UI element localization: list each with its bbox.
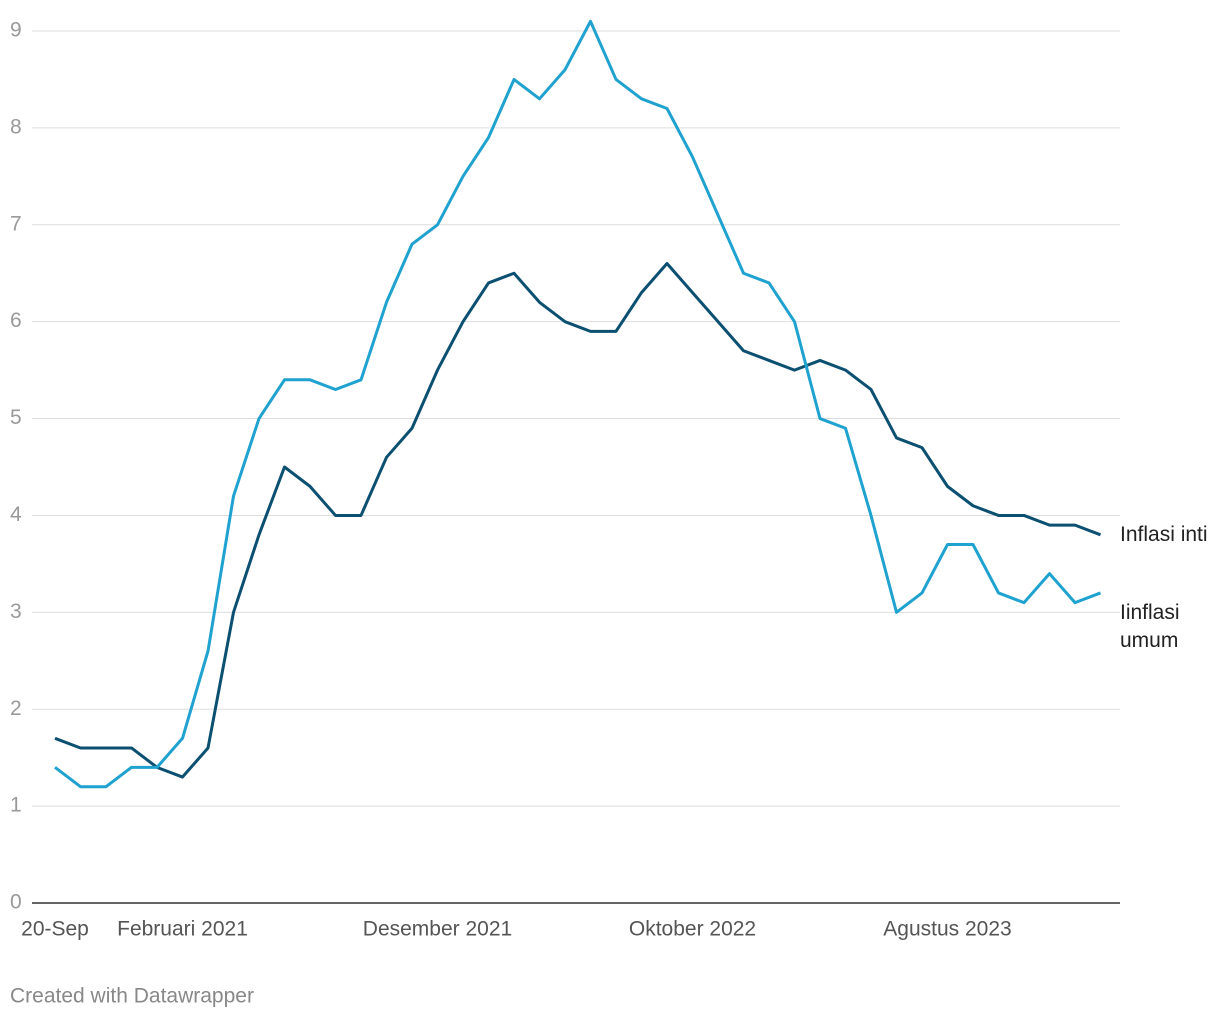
y-tick-label: 4	[10, 503, 22, 526]
series-line	[54, 19, 1102, 789]
x-tick-label: Februari 2021	[117, 918, 248, 941]
y-tick-label: 7	[10, 212, 22, 235]
x-tick-label: Oktober 2022	[629, 918, 756, 941]
series-label: Iinflasi umum	[1120, 600, 1180, 652]
y-tick-label: 9	[10, 19, 22, 42]
y-tick-label: 6	[10, 309, 22, 332]
series-label: Inflasi inti	[1120, 522, 1208, 546]
y-tick-label: 0	[10, 891, 22, 914]
series-line	[54, 262, 1102, 779]
y-tick-label: 2	[10, 697, 22, 720]
x-tick-label: Agustus 2023	[883, 918, 1011, 941]
footer: Created with Datawrapper	[10, 985, 254, 1008]
x-tick-label: Desember 2021	[363, 918, 512, 941]
x-tick-label: 20-Sep	[21, 918, 89, 941]
y-tick-label: 3	[10, 600, 22, 623]
y-tick-label: 1	[10, 794, 22, 817]
y-tick-label: 8	[10, 115, 22, 138]
y-tick-label: 5	[10, 406, 22, 429]
